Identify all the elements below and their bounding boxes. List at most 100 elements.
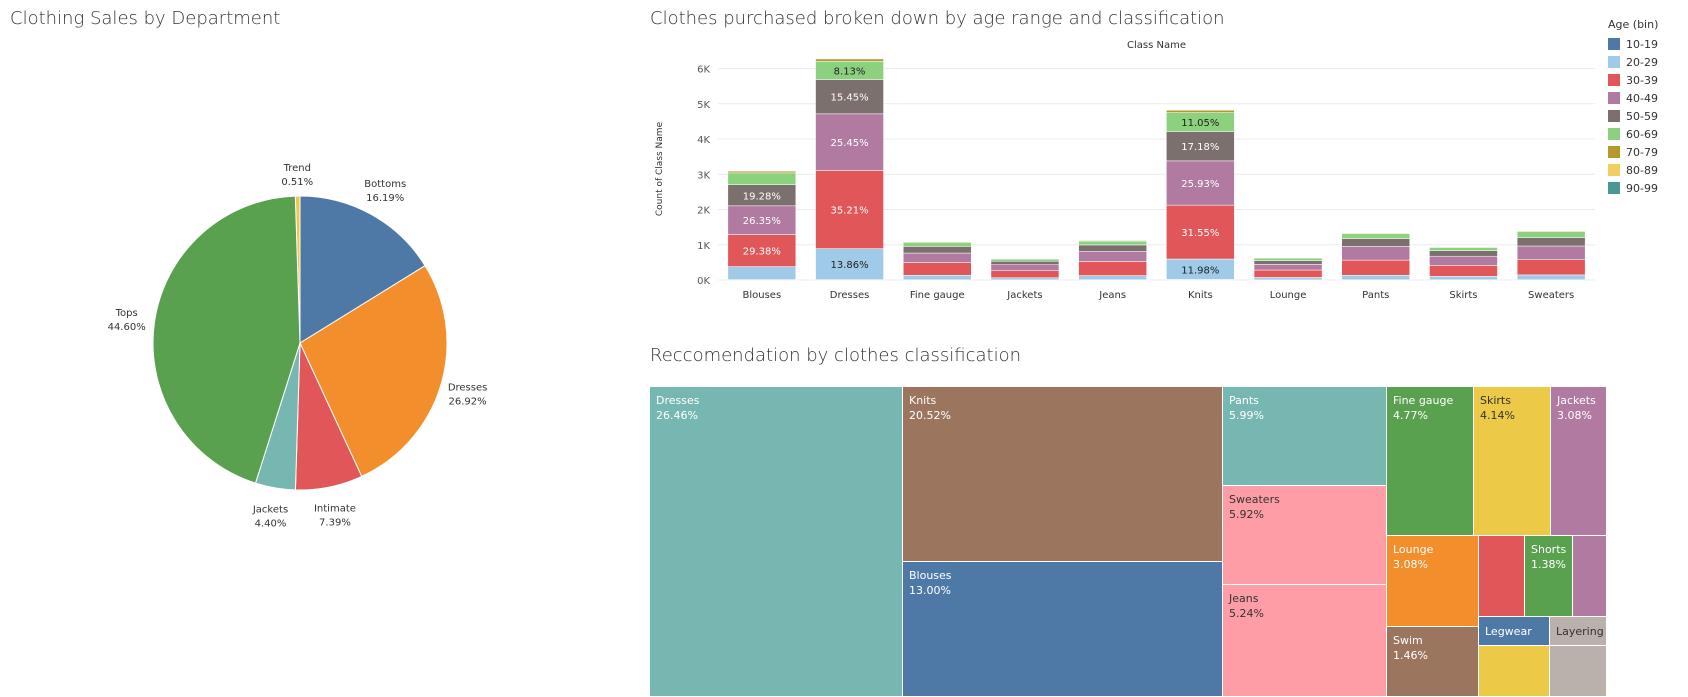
bar-segment-jackets-60-69[interactable]: [990, 258, 1060, 262]
bar-segment-fine-gauge-30-39[interactable]: [903, 262, 972, 276]
legend-swatch: [1608, 38, 1620, 50]
legend-label: 60-69: [1626, 127, 1658, 141]
bar-segment-jeans-30-39[interactable]: [1078, 261, 1147, 276]
bar-segment-label: 25.93%: [1181, 179, 1219, 190]
bar-segment-skirts-60-69[interactable]: [1429, 247, 1498, 251]
bar-segment-lounge-40-49[interactable]: [1253, 264, 1323, 271]
bar-segment-skirts-30-39[interactable]: [1429, 265, 1498, 277]
bar-segment-dresses-40-49[interactable]: [815, 113, 884, 171]
legend-item-80-89[interactable]: 80-89: [1608, 161, 1688, 179]
bar-segment-knits-30-39[interactable]: [1166, 204, 1235, 260]
legend-label: 70-79: [1626, 145, 1658, 159]
bar-segment-pants-20-29[interactable]: [1341, 274, 1410, 281]
treemap-cell-name: Layering: [1556, 625, 1604, 638]
bar-segment-knits-70-79[interactable]: [1166, 109, 1235, 113]
treemap-cell-jeans[interactable]: Jeans 5.24%: [1223, 585, 1387, 697]
bar-segment-knits-50-59[interactable]: [1166, 131, 1235, 162]
bar-segment-dresses-30-39[interactable]: [815, 170, 884, 249]
bar-segment-jackets-20-29[interactable]: [990, 277, 1060, 281]
treemap-cell-lounge[interactable]: Lounge 3.08%: [1387, 536, 1479, 627]
treemap-label: Legwear: [1485, 624, 1532, 639]
bar-segment-jeans-20-29[interactable]: [1078, 275, 1147, 281]
treemap-cell-name: Knits: [909, 394, 937, 407]
bar-segment-jeans-50-59[interactable]: [1078, 244, 1147, 252]
bar-segment-fine-gauge-50-59[interactable]: [903, 246, 972, 254]
bar-segment-blouses-20-29[interactable]: [727, 266, 797, 280]
treemap-cell-legwear[interactable]: Legwear: [1479, 617, 1550, 646]
bar-segment-skirts-40-49[interactable]: [1429, 255, 1498, 266]
treemap-cell-blouses[interactable]: Blouses 13.00%: [903, 562, 1223, 697]
legend-item-10-19[interactable]: 10-19: [1608, 35, 1688, 53]
treemap-cell-swim[interactable]: Swim 1.46%: [1387, 627, 1479, 697]
bar-segment-sweaters-30-39[interactable]: [1516, 259, 1586, 276]
x-category-knits: Knits: [1188, 290, 1213, 301]
bar-segment-skirts-50-59[interactable]: [1429, 250, 1498, 257]
x-category-pants: Pants: [1362, 290, 1389, 301]
bar-segment-pants-50-59[interactable]: [1341, 238, 1410, 247]
bar-segment-skirts-20-29[interactable]: [1429, 276, 1498, 281]
bar-segment-lounge-60-69[interactable]: [1253, 257, 1323, 261]
pie-slice-tops[interactable]: [152, 195, 301, 484]
bar-segment-sweaters-50-59[interactable]: [1516, 237, 1586, 247]
treemap-cell-sweaters[interactable]: Sweaters 5.92%: [1223, 486, 1387, 585]
legend-item-60-69[interactable]: 60-69: [1608, 125, 1688, 143]
bar-segment-fine-gauge-40-49[interactable]: [903, 252, 972, 263]
treemap-cell-skirts[interactable]: Skirts 4.14%: [1474, 387, 1551, 536]
pie-slice-bottoms[interactable]: [299, 195, 426, 344]
pie-percent-bottoms: 16.19%: [366, 193, 404, 204]
bar-segment-jeans-60-69[interactable]: [1078, 240, 1147, 246]
treemap-label: Fine gauge 4.77%: [1393, 393, 1453, 423]
bar-segment-pants-60-69[interactable]: [1341, 233, 1410, 239]
treemap-cell-layering[interactable]: Layering: [1550, 617, 1607, 646]
bar-segment-blouses-60-69[interactable]: [727, 172, 797, 185]
treemap-cell-percent: 4.14%: [1480, 409, 1515, 422]
bar-segment-blouses-40-49[interactable]: [727, 205, 797, 235]
legend-swatch: [1608, 110, 1620, 122]
treemap-cell-shorts[interactable]: Shorts 1.38%: [1525, 536, 1573, 617]
bar-segment-pants-30-39[interactable]: [1341, 259, 1410, 276]
treemap-cell-unlabeled[interactable]: [1479, 646, 1550, 697]
legend-item-50-59[interactable]: 50-59: [1608, 107, 1688, 125]
legend-item-90-99[interactable]: 90-99: [1608, 179, 1688, 197]
treemap-cell-dresses[interactable]: Dresses 26.46%: [650, 387, 903, 697]
treemap-cell-pants[interactable]: Pants 5.99%: [1223, 387, 1387, 486]
legend-label: 50-59: [1626, 109, 1658, 123]
treemap-cell-unlabeled[interactable]: [1573, 536, 1607, 617]
pie-label-tops: Tops: [115, 308, 138, 319]
bar-segment-label: 31.55%: [1181, 228, 1219, 239]
pie-slice-dresses[interactable]: [299, 265, 448, 478]
treemap-cell-knits[interactable]: Knits 20.52%: [903, 387, 1223, 562]
legend-item-40-49[interactable]: 40-49: [1608, 89, 1688, 107]
y-tick-label: 3K: [697, 170, 710, 181]
bar-segment-dresses-50-59[interactable]: [815, 79, 884, 115]
legend-item-70-79[interactable]: 70-79: [1608, 143, 1688, 161]
bar-segment-fine-gauge-60-69[interactable]: [903, 242, 972, 247]
bar-segment-pants-40-49[interactable]: [1341, 246, 1410, 261]
department-pie-panel: Clothing Sales by Department Trend 0.51% B…: [0, 0, 600, 697]
legend-swatch: [1608, 74, 1620, 86]
x-category-sweaters: Sweaters: [1528, 290, 1574, 301]
treemap-cell-fine-gauge[interactable]: Fine gauge 4.77%: [1387, 387, 1474, 536]
bar-segment-jeans-40-49[interactable]: [1078, 251, 1147, 262]
bar-segment-sweaters-40-49[interactable]: [1516, 245, 1586, 260]
bar-segment-blouses-70-79[interactable]: [727, 170, 797, 174]
bar-segment-sweaters-20-29[interactable]: [1516, 274, 1586, 281]
legend-item-30-39[interactable]: 30-39: [1608, 71, 1688, 89]
bar-segment-lounge-50-59[interactable]: [1253, 260, 1323, 265]
treemap-cell-jackets[interactable]: Jackets 3.08%: [1551, 387, 1607, 536]
treemap-cell-unlabeled[interactable]: [1550, 646, 1607, 697]
treemap-label: Knits 20.52%: [909, 393, 951, 423]
bar-segment-dresses-70-79[interactable]: [815, 58, 884, 62]
treemap-cell-unlabeled[interactable]: [1479, 536, 1525, 617]
bar-segment-knits-40-49[interactable]: [1166, 160, 1235, 206]
bar-segment-blouses-30-39[interactable]: [727, 234, 797, 267]
bar-segment-jackets-50-59[interactable]: [990, 260, 1060, 265]
bar-segment-jackets-30-39[interactable]: [990, 270, 1060, 279]
bar-segment-lounge-20-29[interactable]: [1253, 277, 1323, 281]
legend-item-20-29[interactable]: 20-29: [1608, 53, 1688, 71]
bar-segment-lounge-30-39[interactable]: [1253, 269, 1323, 278]
bar-segment-fine-gauge-20-29[interactable]: [903, 274, 972, 281]
bar-segment-jackets-40-49[interactable]: [990, 264, 1060, 271]
treemap-cell-percent: 26.46%: [656, 409, 698, 422]
bar-segment-sweaters-60-69[interactable]: [1516, 231, 1586, 238]
